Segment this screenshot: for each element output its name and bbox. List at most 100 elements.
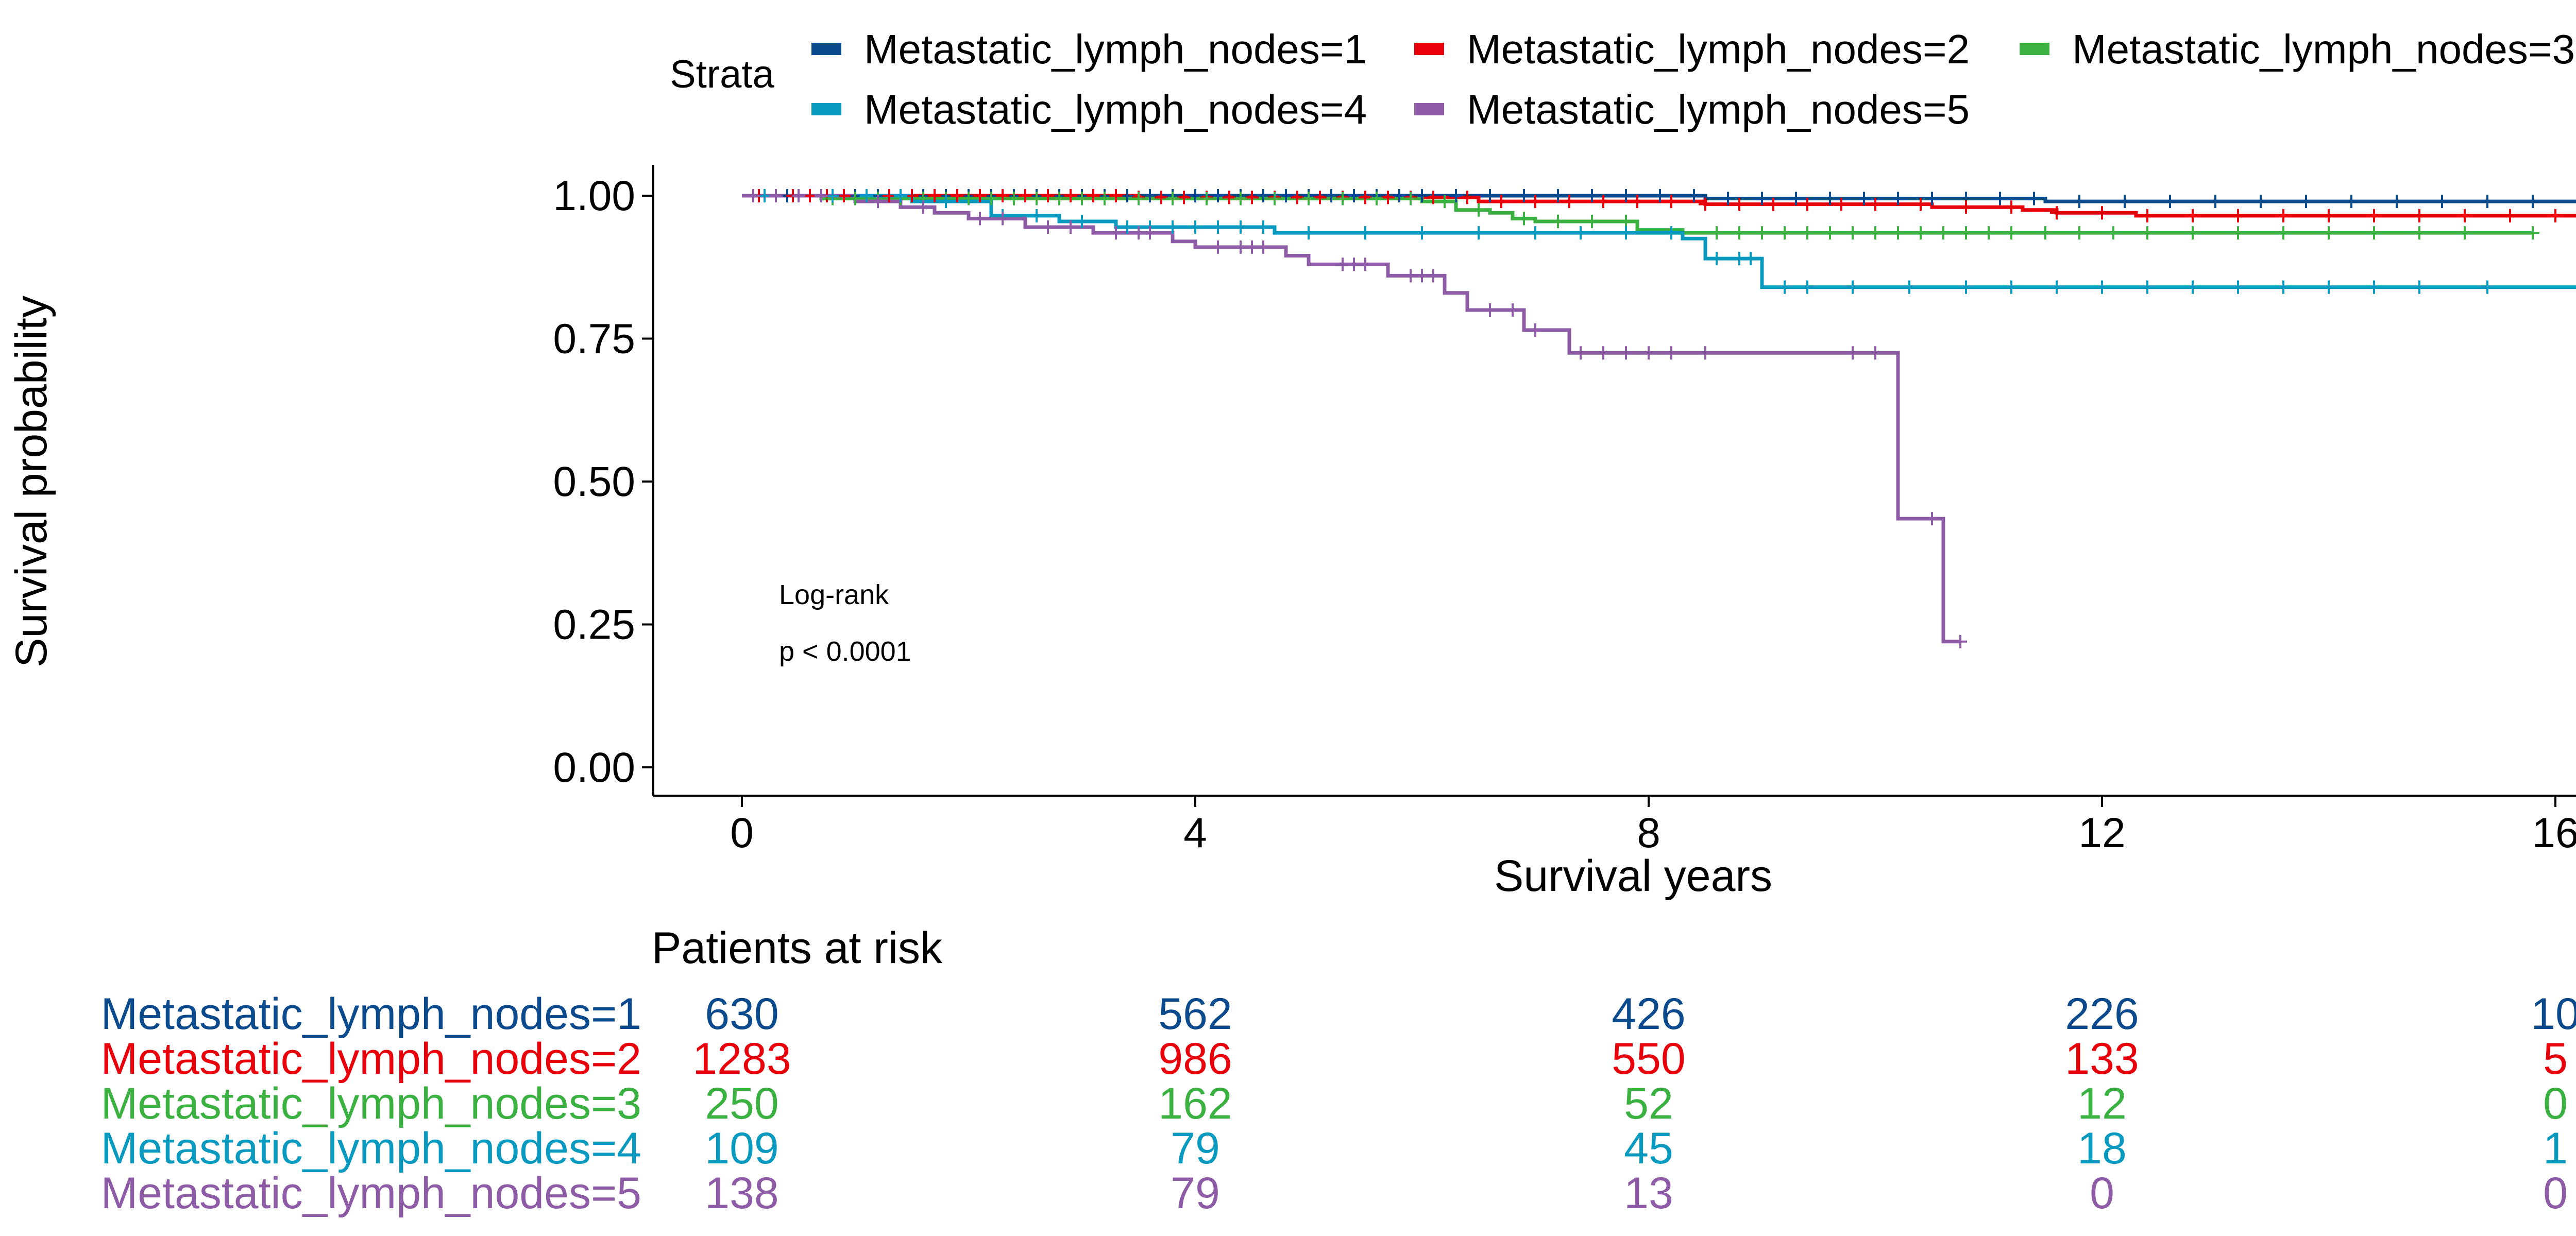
- censor-mark-1: [2435, 195, 2449, 208]
- censor-mark-3: [1551, 215, 1565, 228]
- censor-mark-3: [1914, 226, 1927, 239]
- censor-mark-4: [1415, 226, 1429, 239]
- censor-mark-2: [1064, 189, 1077, 202]
- censor-mark-2: [2095, 206, 2109, 219]
- censor-mark-4: [1574, 226, 1587, 239]
- censor-mark-5: [1699, 346, 1712, 359]
- censor-mark-4: [1744, 252, 1757, 265]
- censor-mark-1: [2254, 195, 2267, 208]
- risk-count: 562: [1158, 989, 1232, 1039]
- risk-row-label-2: Metastatic_lymph_nodes=2: [101, 1034, 641, 1084]
- censor-mark-1: [1993, 192, 2007, 205]
- risk-count: 0: [2543, 1079, 2568, 1128]
- censor-mark-4: [2231, 281, 2245, 294]
- censor-mark-5: [1574, 346, 1587, 359]
- censor-mark-2: [2458, 209, 2471, 222]
- survival-curves: [742, 196, 2576, 642]
- legend-label-3: Metastatic_lymph_nodes=3: [2072, 26, 2575, 72]
- risk-count: 630: [705, 989, 779, 1039]
- risk-row-label-3: Metastatic_lymph_nodes=3: [101, 1079, 641, 1128]
- risk-count: 550: [1612, 1034, 1686, 1084]
- risk-count: 133: [2065, 1034, 2139, 1084]
- censor-mark-3: [1937, 226, 1950, 239]
- logrank-label: Log-rank: [779, 579, 889, 610]
- censor-mark-2: [996, 189, 1009, 202]
- legend-title: Strata: [670, 53, 774, 96]
- censor-mark-3: [1098, 192, 1111, 205]
- censor-mark-4: [1846, 281, 1859, 294]
- y-tick-label: 0.75: [553, 316, 635, 363]
- censor-mark-1: [2027, 192, 2041, 205]
- legend-label-4: Metastatic_lymph_nodes=4: [864, 87, 1367, 132]
- censor-mark-3: [1302, 192, 1315, 205]
- censor-mark-5: [1211, 241, 1225, 254]
- risk-row-label-5: Metastatic_lymph_nodes=5: [101, 1169, 641, 1218]
- censor-mark-1: [2299, 195, 2313, 208]
- y-tick-label: 0.25: [553, 602, 635, 648]
- censor-mark-4: [2277, 281, 2290, 294]
- censor-mark-1: [2209, 195, 2222, 208]
- censor-mark-3: [2073, 226, 2086, 239]
- censor-mark-3: [1132, 192, 1145, 205]
- censor-mark-1: [1347, 189, 1361, 202]
- legend-swatch-4: [811, 103, 841, 115]
- risk-row-label-4: Metastatic_lymph_nodes=4: [101, 1124, 641, 1173]
- censor-mark-3: [2107, 226, 2120, 239]
- censor-marks: [747, 189, 2576, 648]
- survival-curve-4: [742, 196, 2576, 287]
- censor-mark-3: [1166, 192, 1179, 205]
- censor-mark-3: [1778, 226, 1791, 239]
- censor-mark-3: [1869, 226, 1882, 239]
- censor-mark-4: [1257, 220, 1270, 234]
- censor-mark-2: [2503, 209, 2517, 222]
- p-value-label: p < 0.0001: [779, 636, 911, 667]
- risk-table: Metastatic_lymph_nodes=1 630 562 426 226 10Me…: [101, 989, 2576, 1218]
- x-tick-label: 12: [2078, 810, 2125, 856]
- censor-mark-2: [1087, 189, 1100, 202]
- censor-mark-5: [1642, 346, 1655, 359]
- censor-mark-5: [1041, 220, 1055, 234]
- axes: [653, 165, 2576, 796]
- censor-mark-5: [1257, 241, 1270, 254]
- censor-mark-2: [1109, 189, 1123, 202]
- risk-count: 52: [1624, 1079, 1673, 1128]
- censor-mark-3: [1200, 192, 1213, 205]
- censor-mark-5: [1359, 258, 1372, 271]
- censor-mark-3: [1268, 192, 1281, 205]
- censor-mark-4: [1472, 226, 1485, 239]
- censor-mark-4: [2367, 281, 2381, 294]
- x-tick-label: 16: [2532, 810, 2576, 856]
- censor-mark-2: [1291, 191, 1304, 204]
- censor-mark-4: [2322, 281, 2335, 294]
- censor-mark-5: [1597, 346, 1610, 359]
- censor-mark-3: [1053, 192, 1066, 205]
- censor-mark-4: [1359, 226, 1372, 239]
- censor-mark-2: [2413, 209, 2426, 222]
- risk-count: 79: [1171, 1124, 1220, 1173]
- censor-mark-1: [2526, 195, 2539, 208]
- censor-mark-5: [1846, 346, 1859, 359]
- legend-label-2: Metastatic_lymph_nodes=2: [1467, 26, 1970, 72]
- risk-table-title: Patients at risk: [652, 923, 943, 973]
- risk-count: 226: [2065, 989, 2139, 1039]
- censor-mark-4: [1665, 226, 1678, 239]
- censor-mark-3: [2039, 226, 2052, 239]
- censor-mark-2: [1959, 200, 1973, 214]
- censor-mark-4: [1710, 252, 1723, 265]
- censor-mark-3: [2367, 226, 2381, 239]
- x-axis-title: Survival years: [1494, 851, 1772, 901]
- y-tick-label: 0.50: [553, 458, 635, 505]
- censor-mark-2: [1223, 191, 1236, 204]
- censor-mark-3: [1585, 215, 1599, 228]
- censor-mark-1: [1257, 189, 1270, 202]
- censor-mark-4: [2413, 281, 2426, 294]
- censor-mark-2: [1359, 191, 1372, 204]
- censor-mark-4: [1189, 220, 1202, 234]
- censor-mark-3: [1234, 192, 1247, 205]
- censor-mark-3: [1517, 212, 1531, 225]
- censor-mark-4: [1778, 281, 1791, 294]
- censor-mark-1: [1189, 189, 1202, 202]
- censor-mark-3: [1007, 192, 1021, 205]
- censor-mark-3: [1755, 226, 1769, 239]
